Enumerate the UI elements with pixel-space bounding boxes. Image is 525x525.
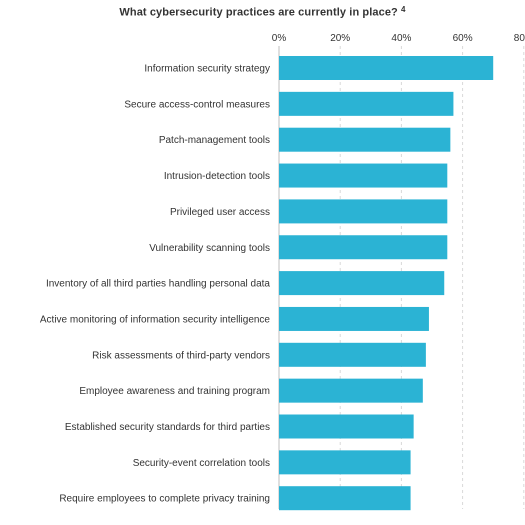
x-axis-ticks: 0% 20% 40% 60% 80% — [272, 33, 525, 44]
x-tick-label: 60% — [453, 33, 473, 44]
bar — [279, 199, 448, 224]
chart-title: What cybersecurity practices are current… — [0, 4, 525, 19]
bar — [279, 342, 426, 367]
category-label: Patch-management tools — [159, 135, 270, 146]
category-label: Privileged user access — [170, 207, 270, 218]
category-label: Inventory of all third parties handling … — [46, 279, 270, 290]
category-label: Established security standards for third… — [65, 422, 270, 433]
bar — [279, 56, 494, 80]
category-label: Employee awareness and training program — [79, 386, 270, 397]
chart-title-footnote: 4 — [401, 5, 406, 14]
category-label: Active monitoring of information securit… — [40, 314, 271, 325]
bar — [279, 486, 411, 511]
bar — [279, 450, 411, 475]
bar — [279, 163, 448, 188]
bar — [279, 91, 454, 116]
bar — [279, 378, 423, 403]
bar — [279, 414, 414, 439]
category-labels: Information security strategy Secure acce… — [40, 64, 271, 505]
category-label: Intrusion-detection tools — [164, 171, 270, 182]
bar — [279, 127, 451, 152]
category-label: Information security strategy — [144, 64, 270, 75]
x-tick-label: 40% — [391, 33, 411, 44]
bar — [279, 306, 429, 331]
x-tick-label: 0% — [272, 33, 287, 44]
category-label: Secure access-control measures — [124, 99, 270, 110]
category-label: Risk assessments of third-party vendors — [92, 350, 270, 361]
x-tick-label: 20% — [330, 33, 350, 44]
category-label: Vulnerability scanning tools — [149, 243, 270, 254]
category-label: Security-event correlation tools — [133, 458, 270, 469]
bar — [279, 271, 445, 296]
bars — [279, 56, 494, 511]
category-label: Require employees to complete privacy tr… — [59, 494, 270, 505]
chart-title-text: What cybersecurity practices are current… — [119, 6, 398, 19]
x-tick-label: 80% — [514, 33, 525, 44]
bar — [279, 235, 448, 260]
